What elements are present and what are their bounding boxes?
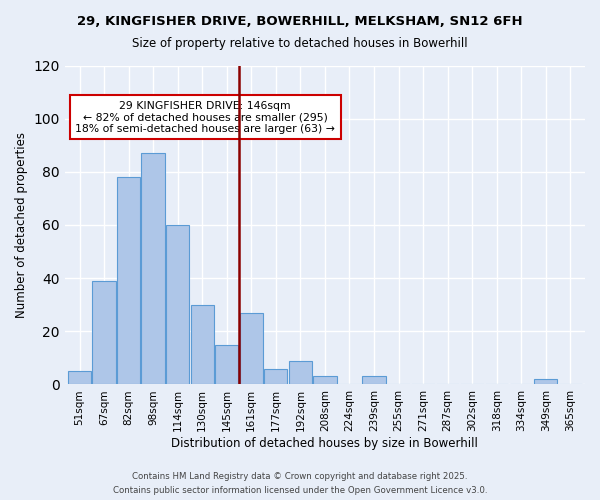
Bar bbox=[264, 368, 287, 384]
Bar bbox=[289, 360, 312, 384]
Bar bbox=[142, 153, 165, 384]
Bar bbox=[68, 371, 91, 384]
Text: Size of property relative to detached houses in Bowerhill: Size of property relative to detached ho… bbox=[132, 38, 468, 51]
Bar bbox=[191, 304, 214, 384]
Bar bbox=[362, 376, 386, 384]
Bar bbox=[92, 281, 116, 384]
X-axis label: Distribution of detached houses by size in Bowerhill: Distribution of detached houses by size … bbox=[172, 437, 478, 450]
Text: 29, KINGFISHER DRIVE, BOWERHILL, MELKSHAM, SN12 6FH: 29, KINGFISHER DRIVE, BOWERHILL, MELKSHA… bbox=[77, 15, 523, 28]
Text: Contains public sector information licensed under the Open Government Licence v3: Contains public sector information licen… bbox=[113, 486, 487, 495]
Bar bbox=[313, 376, 337, 384]
Text: Contains HM Land Registry data © Crown copyright and database right 2025.: Contains HM Land Registry data © Crown c… bbox=[132, 472, 468, 481]
Bar bbox=[215, 344, 238, 385]
Bar bbox=[534, 379, 557, 384]
Bar bbox=[117, 177, 140, 384]
Text: 29 KINGFISHER DRIVE: 146sqm
← 82% of detached houses are smaller (295)
18% of se: 29 KINGFISHER DRIVE: 146sqm ← 82% of det… bbox=[76, 100, 335, 134]
Bar bbox=[239, 312, 263, 384]
Y-axis label: Number of detached properties: Number of detached properties bbox=[15, 132, 28, 318]
Bar bbox=[166, 225, 190, 384]
